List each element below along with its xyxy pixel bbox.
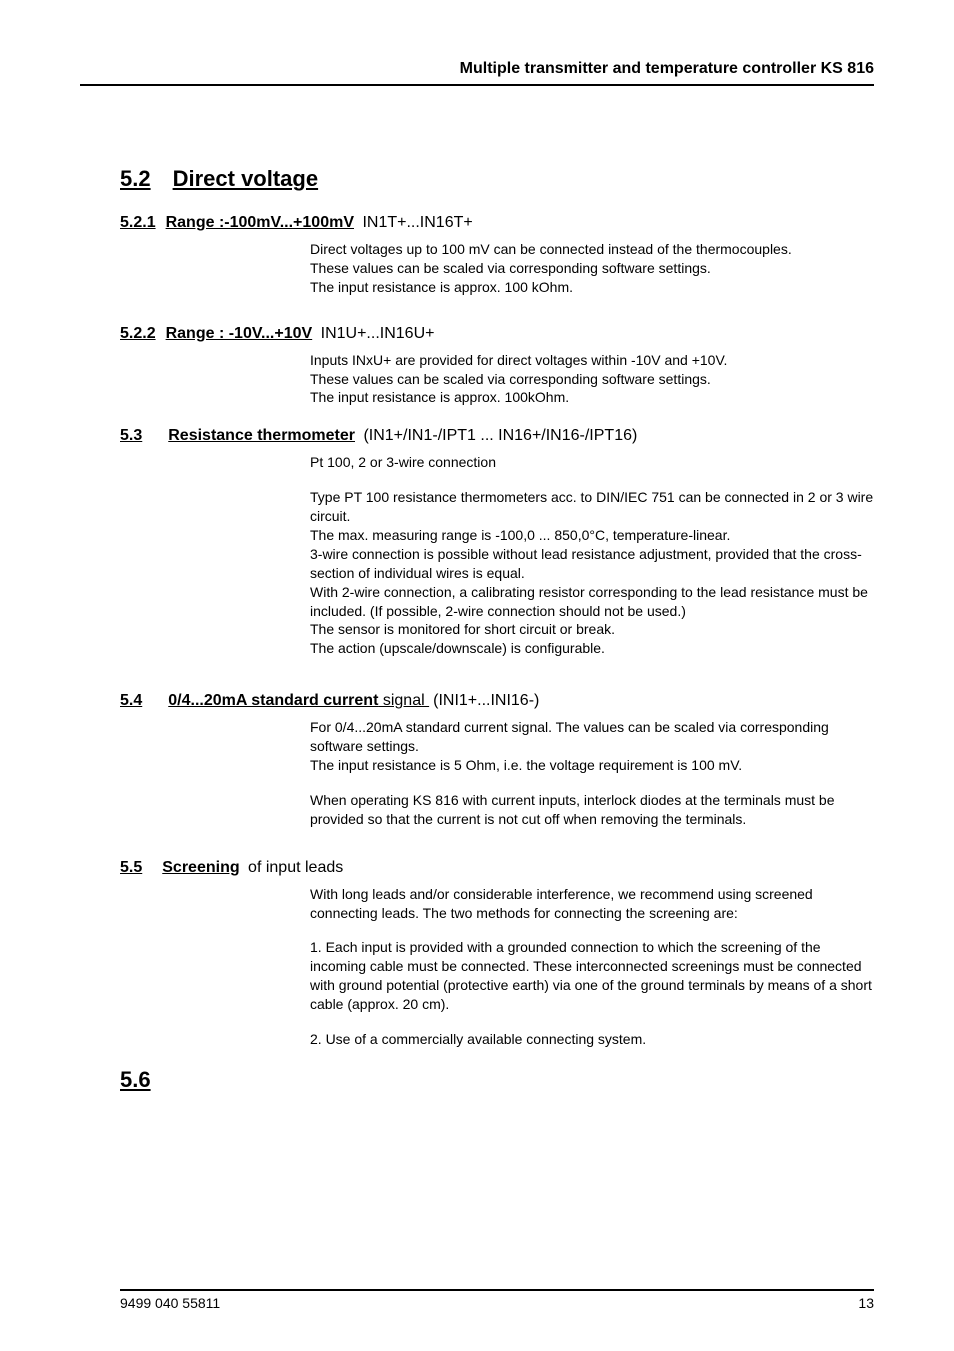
footer-divider [120, 1289, 874, 1291]
body-line: The input resistance is approx. 100kOhm. [310, 388, 874, 407]
section-5-2-2-heading: 5.2.2 Range : -10V...+10V IN1U+...IN16U+ [120, 325, 874, 343]
section-title: 0/4...20mA standard current [168, 692, 378, 709]
footer-page-number: 13 [858, 1295, 874, 1311]
section-title: Resistance thermometer [168, 427, 355, 444]
section-5-5-body: With long leads and/or considerable inte… [310, 885, 874, 1049]
section-title: Range : -10V...+10V [166, 325, 313, 342]
section-number: 5.3 [120, 427, 142, 444]
section-title: Screening [162, 859, 239, 876]
section-suffix: of input leads [244, 859, 344, 876]
section-number: 5.2.2 [120, 325, 156, 342]
section-5-4-body: For 0/4...20mA standard current signal. … [310, 718, 874, 828]
body-line: 3-wire connection is possible without le… [310, 545, 874, 583]
section-5-2-2-body: Inputs INxU+ are provided for direct vol… [310, 351, 874, 408]
section-5-2-heading: 5.2 Direct voltage [120, 166, 874, 192]
footer-row: 9499 040 55811 13 [120, 1295, 874, 1311]
body-line: The max. measuring range is -100,0 ... 8… [310, 526, 874, 545]
content: 5.2 Direct voltage 5.2.1 Range :-100mV...+… [80, 166, 874, 1093]
section-5-3-heading: 5.3 Resistance thermometer (IN1+/IN1-/IPT… [120, 427, 874, 445]
body-line: With 2-wire connection, a calibrating re… [310, 583, 874, 621]
body-line: For 0/4...20mA standard current signal. … [310, 718, 874, 756]
section-title: Range :-100mV...+100mV [166, 214, 354, 231]
body-line: 2. Use of a commercially available conne… [310, 1030, 874, 1049]
body-line: The input resistance is 5 Ohm, i.e. the … [310, 756, 874, 775]
body-line: The input resistance is approx. 100 kOhm… [310, 278, 874, 297]
section-number: 5.4 [120, 692, 142, 709]
body-line: These values can be scaled via correspon… [310, 259, 874, 278]
section-suffix: IN1U+...IN16U+ [316, 325, 434, 342]
section-suffix: (INI1+...INI16-) [433, 692, 539, 709]
body-line: Inputs INxU+ are provided for direct vol… [310, 351, 874, 370]
section-number: 5.5 [120, 859, 142, 876]
body-line: Pt 100, 2 or 3-wire connection [310, 453, 874, 472]
page: Multiple transmitter and temperature con… [0, 0, 954, 1351]
body-line: These values can be scaled via correspon… [310, 370, 874, 389]
header-divider [80, 84, 874, 86]
header: Multiple transmitter and temperature con… [80, 60, 874, 86]
body-line: Type PT 100 resistance thermometers acc.… [310, 488, 874, 526]
body-line: The sensor is monitored for short circui… [310, 620, 874, 639]
section-number: 5.2 [120, 166, 151, 191]
section-5-6-heading: 5.6 [120, 1067, 874, 1093]
section-number: 5.6 [120, 1067, 151, 1092]
section-5-5-heading: 5.5 Screening of input leads [120, 859, 874, 877]
body-line: The action (upscale/downscale) is config… [310, 639, 874, 658]
section-suffix: (IN1+/IN1-/IPT1 ... IN16+/IN16-/IPT16) [359, 427, 637, 444]
section-5-3-body: Pt 100, 2 or 3-wire connection Type PT 1… [310, 453, 874, 658]
footer: 9499 040 55811 13 [80, 1281, 874, 1311]
body-line: With long leads and/or considerable inte… [310, 885, 874, 923]
section-number: 5.2.1 [120, 214, 156, 231]
section-5-4-heading: 5.4 0/4...20mA standard current signal (I… [120, 692, 874, 710]
section-5-2-1-heading: 5.2.1 Range :-100mV...+100mV IN1T+...IN16… [120, 214, 874, 232]
section-title: Direct voltage [173, 166, 319, 191]
body-line: When operating KS 816 with current input… [310, 791, 874, 829]
section-suffix: IN1T+...IN16T+ [358, 214, 473, 231]
footer-left: 9499 040 55811 [120, 1295, 220, 1311]
section-5-2-1-body: Direct voltages up to 100 mV can be conn… [310, 240, 874, 297]
section-suffix-underlined: signal [378, 692, 429, 709]
header-title: Multiple transmitter and temperature con… [80, 60, 874, 84]
body-line: Direct voltages up to 100 mV can be conn… [310, 240, 874, 259]
body-line: 1. Each input is provided with a grounde… [310, 938, 874, 1014]
